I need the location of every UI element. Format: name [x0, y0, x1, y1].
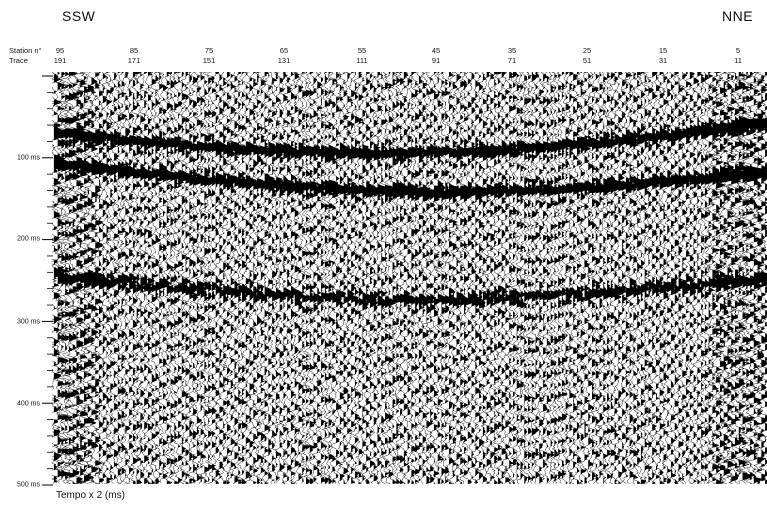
trace-number: 71 — [507, 56, 517, 65]
time-tick-label: 200 ms — [17, 235, 40, 243]
wiggle-trace-lines — [52, 72, 767, 484]
station-number: 35 — [507, 46, 517, 55]
station-number: 85 — [129, 46, 139, 55]
station-number: 95 — [55, 46, 65, 55]
trace-number: 31 — [658, 56, 668, 65]
station-number: 65 — [279, 46, 289, 55]
station-header-label: Station n° — [9, 46, 42, 55]
seismic-section-plot — [52, 72, 767, 484]
time-tick-label: 500 ms — [17, 481, 40, 489]
trace-number: 191 — [53, 56, 67, 65]
trace-number: 131 — [277, 56, 291, 65]
station-number: 15 — [658, 46, 668, 55]
station-number: 75 — [204, 46, 214, 55]
station-number: 5 — [735, 46, 741, 55]
time-tick-label: 300 ms — [17, 318, 40, 326]
station-number: 45 — [431, 46, 441, 55]
wiggle-trace-fills — [53, 72, 767, 484]
time-axis-title: Tempo x 2 (ms) — [56, 490, 125, 501]
trace-number: 51 — [582, 56, 592, 65]
trace-header-label: Trace — [9, 56, 28, 65]
trace-number: 91 — [431, 56, 441, 65]
time-tick-label: 100 ms — [17, 154, 40, 162]
trace-number: 11 — [734, 56, 742, 65]
direction-label-right: NNE — [722, 8, 754, 24]
direction-label-left: SSW — [62, 8, 96, 24]
trace-number: 111 — [356, 56, 368, 65]
station-number: 25 — [582, 46, 592, 55]
trace-number: 171 — [127, 56, 141, 65]
time-tick-label: 400 ms — [17, 400, 40, 408]
trace-number: 151 — [202, 56, 216, 65]
station-number: 55 — [357, 46, 367, 55]
